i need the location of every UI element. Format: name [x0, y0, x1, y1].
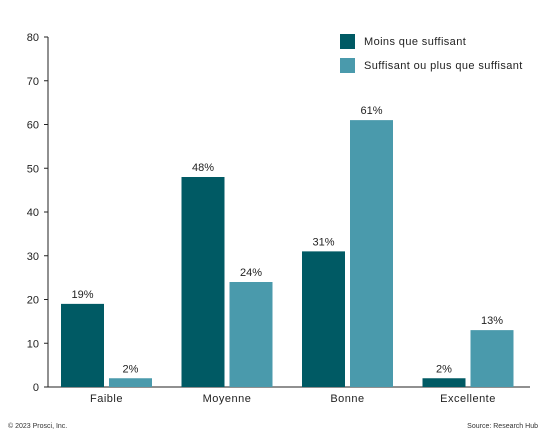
bar-bonne-series-1: [302, 251, 345, 387]
x-tick-label: Excellente: [440, 393, 496, 405]
source-text: Source: Research Hub: [467, 423, 538, 430]
data-label: 61%: [360, 105, 382, 117]
data-label: 2%: [123, 363, 139, 375]
legend-swatch: [340, 34, 355, 49]
data-label: 2%: [436, 363, 452, 375]
bar-bonne-series-2: [350, 120, 393, 387]
data-label: 48%: [192, 162, 214, 174]
legend-swatch: [340, 58, 355, 73]
x-tick-label: Moyenne: [203, 393, 252, 405]
y-tick-label: 70: [27, 76, 39, 88]
y-axis: 0 10 20 30 40 50 60 70 80: [27, 32, 49, 394]
copyright-text: © 2023 Prosci, Inc.: [8, 423, 68, 430]
y-tick-label: 0: [33, 382, 39, 394]
y-tick-label: 40: [27, 207, 39, 219]
y-tick-label: 80: [27, 32, 39, 44]
x-axis: Faible Moyenne Bonne Excellente: [48, 386, 530, 405]
y-tick-label: 50: [27, 163, 39, 175]
x-tick-label: Faible: [90, 393, 123, 405]
bar-chart: 0 10 20 30 40 50 60 70 80 Faible Moyenne Bonne Exce…: [27, 32, 530, 405]
data-label: 24%: [240, 267, 262, 279]
data-label: 19%: [71, 289, 93, 301]
y-tick-label: 60: [27, 120, 39, 132]
legend: Moins que suffisant Suffisant ou plus que…: [340, 34, 523, 73]
bar-faible-series-1: [61, 303, 104, 387]
x-tick-label: Bonne: [330, 393, 364, 405]
bars: 19% 2% 48% 24% 31% 61% 2% 13%: [61, 105, 514, 387]
y-tick-label: 10: [27, 338, 39, 350]
bar-excellente-series-2: [470, 330, 514, 387]
data-label: 31%: [312, 236, 334, 248]
bar-moyenne-series-1: [181, 177, 225, 387]
legend-label: Suffisant ou plus que suffisant: [364, 60, 523, 72]
bar-faible-series-2: [109, 378, 152, 387]
data-label: 13%: [481, 315, 503, 327]
bar-moyenne-series-2: [229, 282, 273, 387]
legend-label: Moins que suffisant: [364, 36, 466, 48]
y-tick-label: 20: [27, 295, 39, 307]
bar-excellente-series-1: [422, 378, 466, 387]
y-tick-label: 30: [27, 251, 39, 263]
